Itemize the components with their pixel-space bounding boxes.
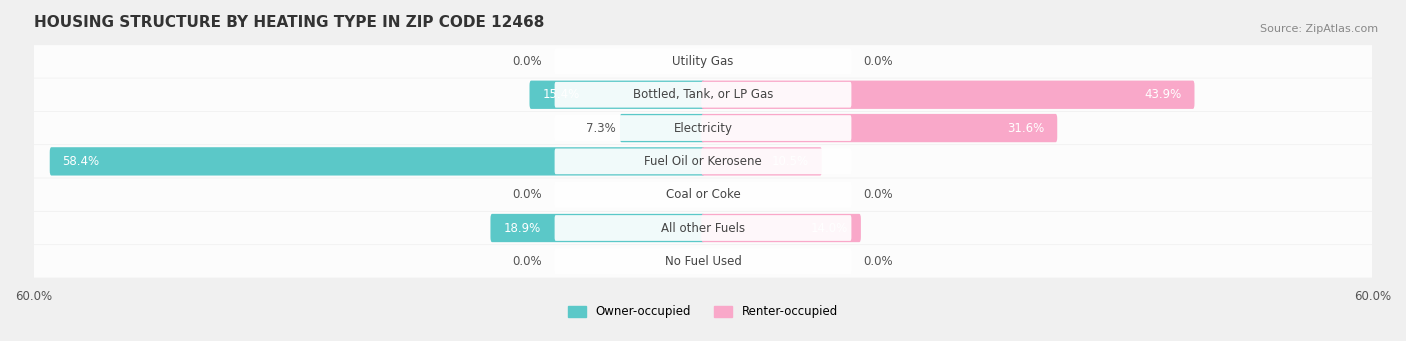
Text: 0.0%: 0.0% bbox=[513, 188, 543, 201]
Text: 18.9%: 18.9% bbox=[503, 222, 540, 235]
FancyBboxPatch shape bbox=[34, 245, 1372, 278]
Text: 0.0%: 0.0% bbox=[513, 255, 543, 268]
FancyBboxPatch shape bbox=[554, 215, 852, 241]
Text: Bottled, Tank, or LP Gas: Bottled, Tank, or LP Gas bbox=[633, 88, 773, 101]
Text: Fuel Oil or Kerosene: Fuel Oil or Kerosene bbox=[644, 155, 762, 168]
FancyBboxPatch shape bbox=[702, 114, 1057, 142]
Text: 0.0%: 0.0% bbox=[863, 55, 893, 68]
Text: 0.0%: 0.0% bbox=[863, 255, 893, 268]
FancyBboxPatch shape bbox=[34, 145, 1372, 178]
Text: 15.4%: 15.4% bbox=[543, 88, 579, 101]
Text: All other Fuels: All other Fuels bbox=[661, 222, 745, 235]
FancyBboxPatch shape bbox=[491, 214, 704, 242]
FancyBboxPatch shape bbox=[702, 214, 860, 242]
Text: 10.5%: 10.5% bbox=[772, 155, 808, 168]
Text: 7.3%: 7.3% bbox=[586, 121, 616, 135]
Text: 58.4%: 58.4% bbox=[63, 155, 100, 168]
FancyBboxPatch shape bbox=[554, 249, 852, 274]
FancyBboxPatch shape bbox=[530, 80, 704, 109]
Text: Source: ZipAtlas.com: Source: ZipAtlas.com bbox=[1260, 24, 1378, 34]
Text: Electricity: Electricity bbox=[673, 121, 733, 135]
FancyBboxPatch shape bbox=[554, 115, 852, 141]
Text: Coal or Coke: Coal or Coke bbox=[665, 188, 741, 201]
Text: Utility Gas: Utility Gas bbox=[672, 55, 734, 68]
Text: No Fuel Used: No Fuel Used bbox=[665, 255, 741, 268]
FancyBboxPatch shape bbox=[554, 82, 852, 108]
FancyBboxPatch shape bbox=[620, 114, 704, 142]
Legend: Owner-occupied, Renter-occupied: Owner-occupied, Renter-occupied bbox=[564, 301, 842, 323]
FancyBboxPatch shape bbox=[702, 147, 823, 176]
FancyBboxPatch shape bbox=[554, 149, 852, 174]
FancyBboxPatch shape bbox=[702, 80, 1195, 109]
FancyBboxPatch shape bbox=[554, 182, 852, 208]
FancyBboxPatch shape bbox=[34, 212, 1372, 244]
FancyBboxPatch shape bbox=[34, 78, 1372, 111]
Text: 0.0%: 0.0% bbox=[513, 55, 543, 68]
FancyBboxPatch shape bbox=[49, 147, 704, 176]
Text: 43.9%: 43.9% bbox=[1144, 88, 1181, 101]
FancyBboxPatch shape bbox=[34, 45, 1372, 78]
FancyBboxPatch shape bbox=[34, 112, 1372, 144]
Text: 31.6%: 31.6% bbox=[1007, 121, 1045, 135]
Text: 0.0%: 0.0% bbox=[863, 188, 893, 201]
FancyBboxPatch shape bbox=[34, 178, 1372, 211]
Text: 14.0%: 14.0% bbox=[811, 222, 848, 235]
FancyBboxPatch shape bbox=[554, 48, 852, 74]
Text: HOUSING STRUCTURE BY HEATING TYPE IN ZIP CODE 12468: HOUSING STRUCTURE BY HEATING TYPE IN ZIP… bbox=[34, 15, 544, 30]
